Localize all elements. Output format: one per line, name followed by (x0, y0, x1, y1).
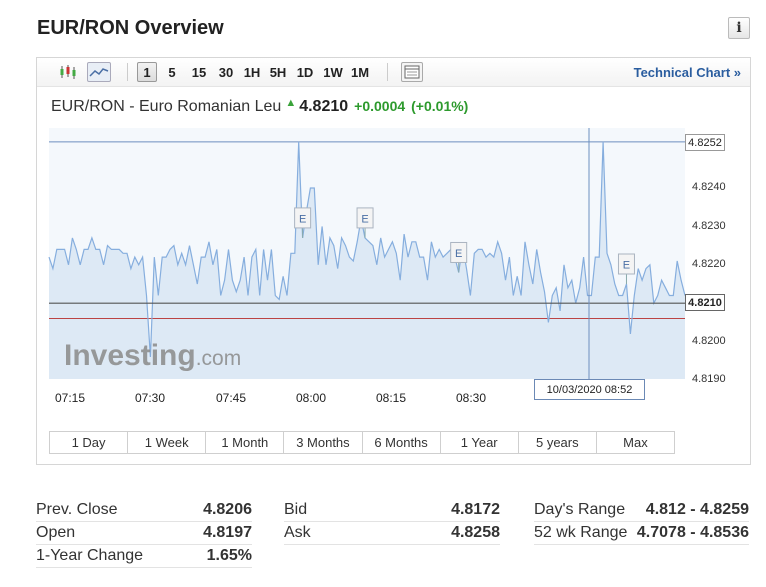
x-tick-label: 08:00 (296, 391, 327, 405)
range-max[interactable]: Max (596, 432, 674, 453)
price-change-percent: (+0.01%) (411, 98, 469, 114)
range-3-months[interactable]: 3 Months (284, 432, 363, 453)
stat-value: 4.8206 (203, 501, 252, 518)
chart-panel: 1 5 15 30 1H 5H 1D 1W 1M Technical Chart… (36, 57, 751, 465)
high-price-label: 4.8252 (685, 134, 725, 151)
event-marker-label: E (455, 248, 462, 260)
x-tick-label: 08:30 (456, 391, 487, 405)
timeframe-1d[interactable]: 1D (296, 64, 314, 80)
x-tick-label: 07:30 (135, 391, 166, 405)
line-chart-icon[interactable] (87, 62, 111, 82)
quote-line: EUR/RON - Euro Romanian Leu ▲ 4.8210 +0.000… (51, 97, 469, 116)
range-1-year[interactable]: 1 Year (440, 432, 519, 453)
info-button[interactable]: i (728, 17, 750, 39)
timeframe-1w[interactable]: 1W (323, 64, 343, 80)
table-view-icon[interactable] (401, 62, 423, 82)
event-marker-label: E (299, 213, 306, 225)
y-tick-label: 4.8240 (692, 181, 726, 193)
watermark-text: Investing (64, 339, 196, 372)
crosshair-time-label: 10/03/2020 08:52 (534, 379, 645, 400)
chart-toolbar: 1 5 15 30 1H 5H 1D 1W 1M Technical Chart… (37, 58, 750, 87)
timeframe-5h[interactable]: 5H (269, 64, 287, 80)
stat-row: Day's Range 4.812 - 4.8259 (534, 499, 749, 522)
stat-label: 52 wk Range (534, 524, 628, 541)
stat-value: 1.65% (206, 547, 252, 564)
info-icon: i (736, 20, 742, 36)
stat-row: Bid 4.8172 (284, 499, 500, 522)
event-marker-label: E (361, 213, 368, 225)
stat-row: 1-Year Change 1.65% (36, 545, 252, 568)
y-tick-label: 4.8200 (692, 335, 726, 347)
instrument-name: EUR/RON - Euro Romanian Leu (51, 98, 282, 115)
toolbar-divider (387, 63, 388, 81)
stat-label: Bid (284, 501, 308, 518)
range-5-years[interactable]: 5 years (518, 432, 597, 453)
timeframe-15[interactable]: 15 (191, 64, 207, 80)
timeframe-1h[interactable]: 1H (243, 64, 261, 80)
page-title: EUR/RON Overview (37, 17, 224, 39)
up-arrow-icon: ▲ (285, 97, 297, 109)
toolbar-divider (127, 63, 128, 81)
timeframe-1m[interactable]: 1M (350, 64, 370, 80)
range-selector: 1 Day 1 Week 1 Month 3 Months 6 Months 1 Year… (49, 431, 675, 454)
current-price-label: 4.8210 (685, 294, 725, 311)
x-tick-label: 08:15 (376, 391, 407, 405)
stat-value: 4.8258 (451, 524, 500, 541)
last-price: 4.8210 (299, 98, 349, 115)
stat-row: Open 4.8197 (36, 522, 252, 545)
y-tick-label: 4.8190 (692, 373, 726, 385)
y-tick-label: 4.8230 (692, 220, 726, 232)
stat-value: 4.8197 (203, 524, 252, 541)
stat-value: 4.8172 (451, 501, 500, 518)
technical-chart-link[interactable]: Technical Chart » (633, 65, 741, 80)
price-chart[interactable]: E E E E (37, 58, 750, 393)
candlestick-chart-icon[interactable] (59, 62, 77, 82)
watermark-suffix: .com (195, 347, 242, 370)
price-change: +0.0004 (354, 98, 406, 114)
investing-watermark: Investing.com (64, 339, 241, 373)
range-6-months[interactable]: 6 Months (362, 432, 441, 453)
y-tick-label: 4.8220 (692, 258, 726, 270)
event-marker-label: E (623, 260, 630, 272)
stat-value: 4.812 - 4.8259 (645, 501, 749, 518)
economic-event-marker[interactable]: E (356, 207, 374, 238)
stat-label: 1-Year Change (36, 547, 144, 564)
economic-event-marker[interactable]: E (450, 241, 468, 273)
economic-event-marker[interactable]: E (617, 253, 635, 284)
stat-label: Prev. Close (36, 501, 118, 518)
x-tick-label: 07:15 (55, 391, 86, 405)
price-area (49, 141, 685, 379)
range-1-week[interactable]: 1 Week (128, 432, 207, 453)
price-line (48, 141, 686, 358)
stat-label: Open (36, 524, 76, 541)
stat-row: Prev. Close 4.8206 (36, 499, 252, 522)
timeframe-30[interactable]: 30 (218, 64, 234, 80)
range-1-month[interactable]: 1 Month (206, 432, 285, 453)
x-tick-label: 07:45 (216, 391, 247, 405)
stat-row: 52 wk Range 4.7078 - 4.8536 (534, 522, 749, 545)
timeframe-5[interactable]: 5 (168, 64, 176, 80)
stat-value: 4.7078 - 4.8536 (636, 524, 749, 541)
range-1-day[interactable]: 1 Day (50, 432, 129, 453)
stat-label: Day's Range (534, 501, 626, 518)
stat-label: Ask (284, 524, 311, 541)
economic-event-marker[interactable]: E (294, 207, 312, 238)
timeframe-1[interactable]: 1 (137, 62, 157, 82)
stat-row: Ask 4.8258 (284, 522, 500, 545)
